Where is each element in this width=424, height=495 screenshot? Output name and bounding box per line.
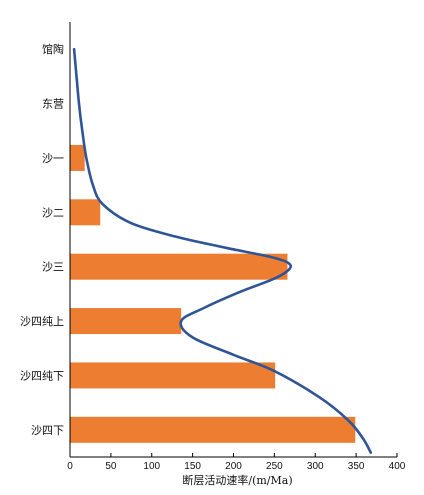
bar xyxy=(70,199,101,226)
x-tick-label: 350 xyxy=(348,461,365,472)
bar xyxy=(70,253,288,280)
x-tick-label: 400 xyxy=(389,461,406,472)
category-label: 沙一 xyxy=(42,152,64,165)
category-label: 东营 xyxy=(42,97,64,111)
bars xyxy=(70,144,356,443)
category-label: 沙二 xyxy=(42,206,64,219)
x-tick-label: 300 xyxy=(307,461,324,472)
x-tick-label: 0 xyxy=(67,461,73,472)
x-tick-label: 50 xyxy=(105,461,117,472)
x-ticks: 0 50 100 150 200 250 300 350 400 xyxy=(67,453,406,472)
x-tick-label: 250 xyxy=(266,461,283,472)
bar xyxy=(70,416,356,443)
bar xyxy=(70,144,85,171)
category-label: 沙四下 xyxy=(31,424,64,437)
activity-rate-curve xyxy=(72,47,373,454)
category-label: 沙四纯上 xyxy=(20,315,64,328)
x-tick-label: 200 xyxy=(225,461,242,472)
x-axis-title: 断层活动速率/(m/Ma) xyxy=(182,473,292,487)
category-label: 沙三 xyxy=(42,261,64,274)
x-tick-label: 150 xyxy=(184,461,201,472)
category-label: 馆陶 xyxy=(42,42,64,56)
category-label: 沙四纯下 xyxy=(20,369,64,382)
bar xyxy=(70,362,276,389)
x-tick-label: 100 xyxy=(143,461,160,472)
bar xyxy=(70,308,182,335)
